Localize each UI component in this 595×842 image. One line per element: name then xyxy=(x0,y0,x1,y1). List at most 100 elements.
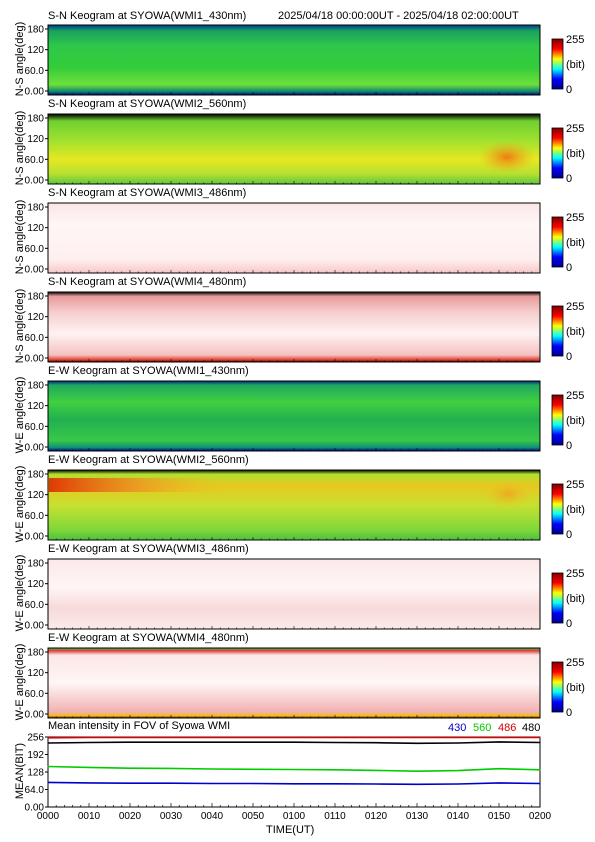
panel-title: E-W Keogram at SYOWA(WMI1_430nm) xyxy=(48,365,249,377)
colorbar-unit-label: (bit) xyxy=(566,682,585,694)
colorbar-unit-label: (bit) xyxy=(566,148,585,160)
x-tick-label: 0140 xyxy=(447,811,470,822)
series-point-480 xyxy=(170,741,172,743)
series-point-430 xyxy=(375,783,377,785)
y-tick-label: 180 xyxy=(27,381,44,392)
series-point-430 xyxy=(211,782,213,785)
mean-y-tick-label: 64.0 xyxy=(25,785,45,796)
panel-title: E-W Keogram at SYOWA(WMI3_486nm) xyxy=(48,543,249,555)
y-tick-label: 0.00 xyxy=(25,443,45,454)
colorbar-max-label: 255 xyxy=(566,212,584,224)
colorbar-unit-label: (bit) xyxy=(566,237,585,249)
colorbar-min-label: 0 xyxy=(566,440,572,452)
series-point-560 xyxy=(252,768,254,770)
colorbar-max-label: 255 xyxy=(566,34,584,46)
series-point-430 xyxy=(293,783,295,785)
colorbar-min-label: 0 xyxy=(566,262,572,274)
colorbar-max-label: 255 xyxy=(566,568,584,580)
colorbar-max-label: 255 xyxy=(566,657,584,669)
series-point-480 xyxy=(88,741,90,744)
series-point-430 xyxy=(498,782,500,784)
series-point-430 xyxy=(539,782,541,785)
series-point-486 xyxy=(129,736,131,739)
series-point-560 xyxy=(47,765,49,768)
mean-y-axis-label: MEAN(BIT) xyxy=(14,742,26,800)
x-tick-label: 0020 xyxy=(119,811,142,822)
series-point-560 xyxy=(498,768,500,770)
series-point-486 xyxy=(211,736,213,739)
series-point-480 xyxy=(375,742,377,744)
y-tick-label: 120 xyxy=(27,490,44,501)
colorbar-unit-label: (bit) xyxy=(566,593,585,605)
series-point-560 xyxy=(416,770,418,772)
series-point-480 xyxy=(211,741,213,743)
colorbar-min-label: 0 xyxy=(566,173,572,185)
series-point-560 xyxy=(129,767,131,769)
colorbar-min-label: 0 xyxy=(566,84,572,96)
axis-ticks-layer: 180 120 60.0 0.00 180 120 60.0 0.00 180 120 60.0 0.… xyxy=(25,25,541,721)
series-point-480 xyxy=(47,742,49,744)
series-point-480 xyxy=(498,741,500,743)
x-tick-label: 0010 xyxy=(78,811,101,822)
series-point-560 xyxy=(170,767,172,770)
y-tick-label: 0.00 xyxy=(25,621,45,632)
series-point-560 xyxy=(293,768,295,771)
mean-y-tick-label: 0.00 xyxy=(25,803,45,814)
series-point-430 xyxy=(170,782,172,784)
series-point-560 xyxy=(334,769,336,771)
y-tick-label: 120 xyxy=(27,45,44,56)
panel-title: E-W Keogram at SYOWA(WMI4_480nm) xyxy=(48,632,249,644)
mean-y-tick-label: 192 xyxy=(27,750,44,761)
mean-intensity-plot: 256 192 128 64.0 0.00 xyxy=(25,733,541,814)
y-tick-label: 0.00 xyxy=(25,532,45,543)
series-point-430 xyxy=(334,783,336,785)
header-date-range: 2025/04/18 00:00:00UT - 2025/04/18 02:00… xyxy=(278,10,519,22)
series-point-480 xyxy=(293,741,295,743)
y-tick-label: 0.00 xyxy=(25,87,45,98)
mean-y-tick-label: 256 xyxy=(27,733,44,744)
series-point-486 xyxy=(457,736,459,739)
panel-title: S-N Keogram at SYOWA(WMI4_480nm) xyxy=(48,276,247,288)
y-tick-label: 180 xyxy=(27,648,44,659)
legend-560: 560 xyxy=(473,722,492,734)
colorbar xyxy=(551,216,564,268)
y-tick-label: 60.0 xyxy=(25,600,45,611)
series-point-560 xyxy=(88,766,90,768)
y-tick-label: 0.00 xyxy=(25,265,45,276)
series-point-486 xyxy=(293,736,295,739)
y-tick-label: 60.0 xyxy=(25,422,45,433)
y-tick-label: 120 xyxy=(27,312,44,323)
x-tick-label: 0150 xyxy=(488,811,511,822)
colorbar xyxy=(551,394,564,446)
series-point-430 xyxy=(47,781,49,783)
x-tick-label: 0000 xyxy=(37,811,60,822)
series-point-486 xyxy=(170,736,172,739)
series-point-430 xyxy=(129,782,131,784)
x-tick-label: 0110 xyxy=(324,811,346,822)
series-point-486 xyxy=(416,736,418,739)
colorbar xyxy=(551,305,564,357)
colorbar-layer: 255 (bit) 0 255 (bit) 0 255 (bit) 0 255 (bit) 0 255 (… xyxy=(551,34,585,719)
colorbar-max-label: 255 xyxy=(566,123,584,135)
panel-title: S-N Keogram at SYOWA(WMI1_430nm) xyxy=(48,10,247,22)
colorbar xyxy=(551,572,564,624)
series-point-486 xyxy=(47,737,49,739)
series-point-560 xyxy=(539,769,541,771)
series-point-486 xyxy=(252,736,254,739)
colorbar-min-label: 0 xyxy=(566,529,572,541)
y-tick-label: 120 xyxy=(27,223,44,234)
panel-title: S-N Keogram at SYOWA(WMI2_560nm) xyxy=(48,98,247,110)
y-tick-label: 180 xyxy=(27,470,44,481)
y-tick-label: 120 xyxy=(27,134,44,145)
y-tick-label: 180 xyxy=(27,114,44,125)
series-point-560 xyxy=(375,769,377,771)
colorbar xyxy=(551,38,564,90)
colorbar xyxy=(551,661,564,713)
series-point-486 xyxy=(375,736,377,739)
y-tick-label: 60.0 xyxy=(25,155,45,166)
colorbar-min-label: 0 xyxy=(566,618,572,630)
series-point-560 xyxy=(457,770,459,772)
series-point-486 xyxy=(539,736,541,739)
series-point-560 xyxy=(211,768,213,770)
